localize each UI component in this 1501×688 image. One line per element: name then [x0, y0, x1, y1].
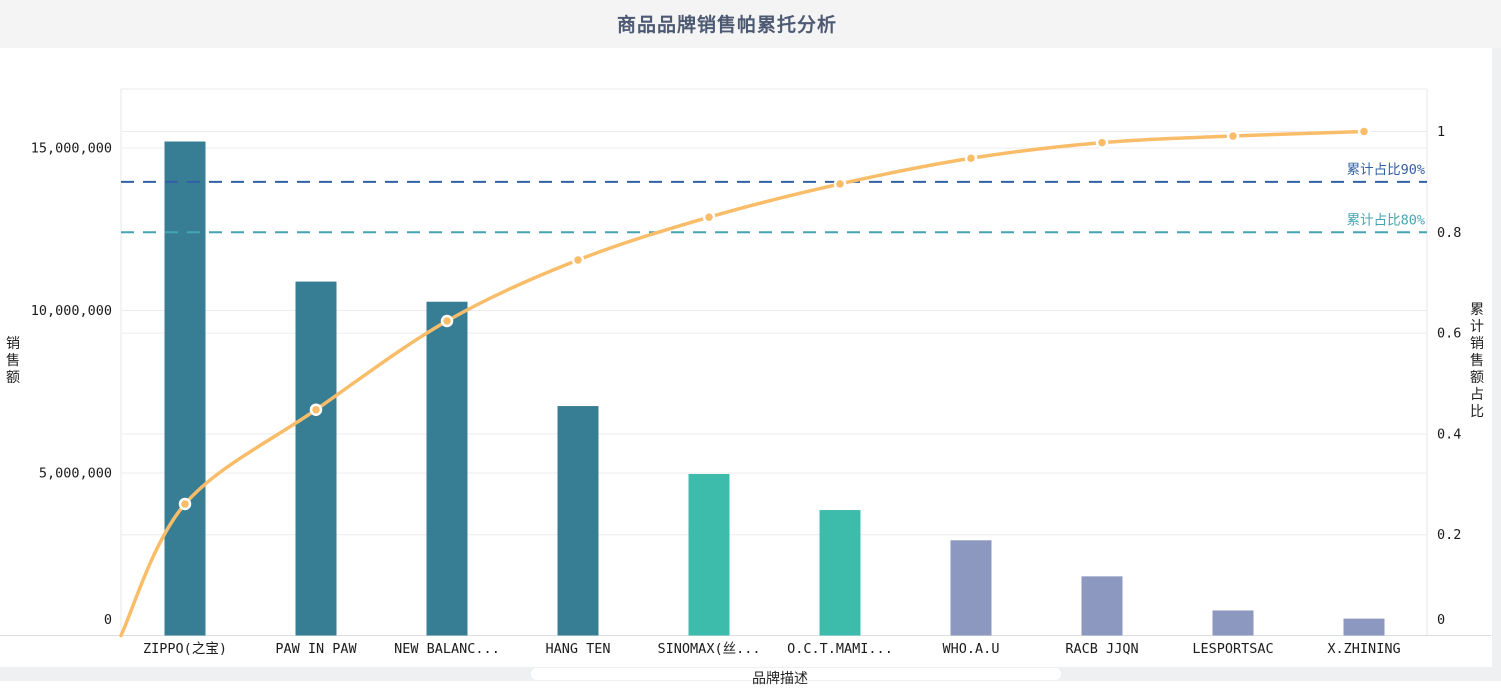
cumulative-line — [119, 129, 1366, 638]
left-y-tick-label: 15,000,000 — [31, 141, 112, 157]
bar[interactable] — [557, 406, 599, 636]
x-axis-tick-label: PAW IN PAW — [275, 641, 357, 657]
right-y-tick-label: 0.4 — [1437, 426, 1461, 442]
bar[interactable] — [950, 540, 992, 636]
x-axis-tick-label: HANG TEN — [545, 641, 610, 657]
left-y-tick-label: 0 — [104, 612, 112, 628]
right-gutter — [1492, 48, 1501, 681]
x-axis-tick-label: NEW BALANC... — [394, 641, 500, 657]
bar[interactable] — [819, 510, 861, 636]
x-axis-tick-label: WHO.A.U — [943, 641, 1000, 657]
line-point[interactable] — [833, 177, 847, 191]
line-point[interactable] — [702, 210, 716, 224]
right-y-tick-label: 1 — [1437, 124, 1445, 140]
x-axis-tick-label: LESPORTSAC — [1192, 641, 1273, 657]
x-axis-title: 品牌描述 — [752, 671, 808, 687]
line-point[interactable] — [440, 314, 454, 328]
right-y-tick-label: 0 — [1437, 612, 1445, 628]
x-axis-tick-label: RACB JJQN — [1065, 641, 1138, 657]
right-y-tick-label: 0.2 — [1437, 527, 1461, 543]
bar[interactable] — [688, 473, 730, 636]
markline-label: 累计占比90% — [1347, 162, 1425, 178]
line-point[interactable] — [1095, 136, 1109, 149]
line-point[interactable] — [1357, 125, 1371, 138]
chart-title: 商品品牌销售帕累托分析 — [616, 14, 837, 36]
line-point[interactable] — [571, 253, 585, 267]
left-y-axis-name: 销售额 — [6, 336, 20, 386]
markline-label: 累计占比80% — [1347, 212, 1425, 228]
bar[interactable] — [1081, 576, 1123, 636]
left-y-tick-label: 10,000,000 — [31, 303, 112, 319]
bar[interactable] — [295, 281, 337, 636]
x-axis-tick-label: O.C.T.MAMI... — [787, 641, 893, 657]
line-point[interactable] — [309, 403, 323, 416]
bar[interactable] — [426, 301, 468, 636]
right-y-tick-label: 0.6 — [1437, 326, 1461, 342]
x-axis-tick-label: SINOMAX(丝... — [658, 641, 761, 657]
bar[interactable] — [1343, 618, 1385, 636]
right-y-axis-name: 累计销售额占比 — [1470, 302, 1484, 420]
h-scrollbar-thumb[interactable] — [531, 668, 1061, 680]
left-y-tick-label: 5,000,000 — [39, 466, 112, 482]
line-point[interactable] — [964, 151, 978, 165]
header-band: 商品品牌销售帕累托分析 — [0, 0, 1501, 48]
x-axis-tick-label: ZIPPO(之宝) — [143, 641, 227, 657]
bar[interactable] — [164, 141, 206, 636]
line-point[interactable] — [1226, 129, 1240, 143]
x-axis-tick-label: X.ZHINING — [1327, 641, 1400, 657]
right-y-tick-label: 0.8 — [1437, 225, 1461, 241]
line-point[interactable] — [178, 497, 192, 511]
bar[interactable] — [1212, 610, 1254, 636]
